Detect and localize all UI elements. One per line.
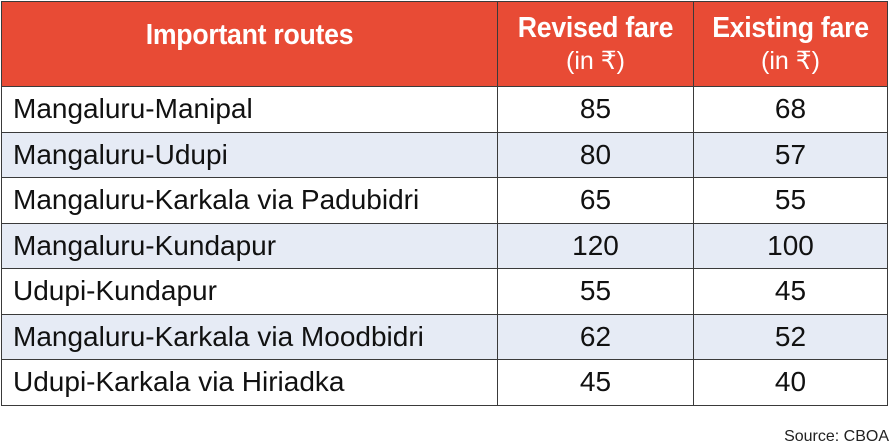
routes-column-header: Important routes bbox=[1, 1, 498, 87]
fare-table: Important routes Revised fare (in ₹) Exi… bbox=[1, 1, 888, 406]
existing-fare-column-header: Existing fare (in ₹) bbox=[693, 1, 888, 87]
table-row: Mangaluru-Karkala via Moodbidri 62 52 bbox=[1, 313, 888, 360]
revised-fare-unit-label: (in ₹) bbox=[566, 47, 625, 76]
revised-fare-cell: 80 bbox=[497, 131, 694, 178]
table-row: Mangaluru-Kundapur 120 100 bbox=[1, 222, 888, 269]
route-cell: Mangaluru-Karkala via Moodbidri bbox=[1, 313, 498, 360]
route-cell: Mangaluru-Kundapur bbox=[1, 222, 498, 269]
existing-fare-cell: 45 bbox=[693, 268, 888, 315]
route-cell: Mangaluru-Karkala via Padubidri bbox=[1, 177, 498, 224]
revised-fare-cell: 120 bbox=[497, 222, 694, 269]
revised-fare-cell: 45 bbox=[497, 359, 694, 406]
table-row: Mangaluru-Udupi 80 57 bbox=[1, 131, 888, 178]
revised-fare-cell: 85 bbox=[497, 86, 694, 133]
routes-header-label: Important routes bbox=[145, 19, 354, 52]
existing-fare-cell: 40 bbox=[693, 359, 888, 406]
existing-fare-unit-label: (in ₹) bbox=[761, 47, 820, 76]
table-header-row: Important routes Revised fare (in ₹) Exi… bbox=[1, 1, 888, 87]
table-row: Udupi-Kundapur 55 45 bbox=[1, 268, 888, 315]
revised-fare-column-header: Revised fare (in ₹) bbox=[497, 1, 694, 87]
revised-fare-cell: 62 bbox=[497, 313, 694, 360]
existing-fare-cell: 57 bbox=[693, 131, 888, 178]
revised-fare-header-label: Revised fare bbox=[517, 11, 674, 44]
source-note: Source: CBOA bbox=[784, 428, 889, 445]
route-cell: Udupi-Kundapur bbox=[1, 268, 498, 315]
existing-fare-cell: 52 bbox=[693, 313, 888, 360]
route-cell: Mangaluru-Udupi bbox=[1, 131, 498, 178]
route-cell: Udupi-Karkala via Hiriadka bbox=[1, 359, 498, 406]
table-row: Udupi-Karkala via Hiriadka 45 40 bbox=[1, 359, 888, 406]
existing-fare-header-label: Existing fare bbox=[712, 11, 869, 44]
table-row: Mangaluru-Karkala via Padubidri 65 55 bbox=[1, 177, 888, 224]
revised-fare-cell: 55 bbox=[497, 268, 694, 315]
revised-fare-cell: 65 bbox=[497, 177, 694, 224]
table-row: Mangaluru-Manipal 85 68 bbox=[1, 86, 888, 133]
route-cell: Mangaluru-Manipal bbox=[1, 86, 498, 133]
existing-fare-cell: 55 bbox=[693, 177, 888, 224]
existing-fare-cell: 100 bbox=[693, 222, 888, 269]
existing-fare-cell: 68 bbox=[693, 86, 888, 133]
